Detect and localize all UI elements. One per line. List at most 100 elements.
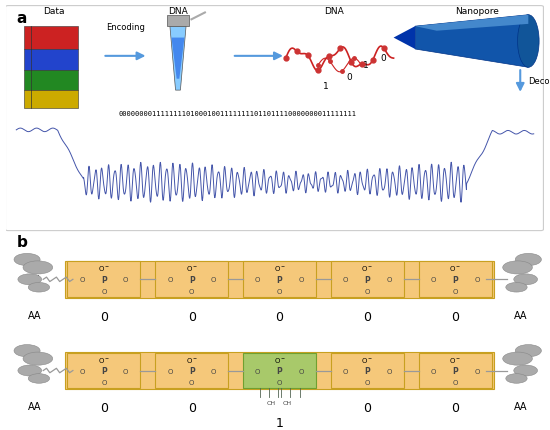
Text: AA: AA <box>514 310 527 320</box>
FancyBboxPatch shape <box>6 6 543 231</box>
Text: Nanopore: Nanopore <box>455 6 499 15</box>
Ellipse shape <box>23 261 53 274</box>
Text: O$^-$: O$^-$ <box>186 355 198 364</box>
FancyBboxPatch shape <box>24 50 78 71</box>
FancyBboxPatch shape <box>167 15 189 27</box>
Text: O$^-$: O$^-$ <box>361 264 373 273</box>
Text: O: O <box>431 368 436 374</box>
Ellipse shape <box>506 374 527 384</box>
Text: O: O <box>79 368 85 374</box>
Ellipse shape <box>18 365 42 376</box>
Text: O: O <box>387 276 392 283</box>
Ellipse shape <box>14 345 40 357</box>
Text: 0: 0 <box>276 310 284 323</box>
Text: P: P <box>101 275 107 284</box>
Text: O: O <box>343 368 348 374</box>
Text: P: P <box>453 366 458 375</box>
Ellipse shape <box>23 352 53 366</box>
Text: P: P <box>189 275 195 284</box>
Ellipse shape <box>515 254 541 266</box>
Text: O: O <box>79 276 85 283</box>
Text: O: O <box>365 379 370 385</box>
Text: AA: AA <box>29 310 42 320</box>
Text: O: O <box>453 288 458 294</box>
Text: O: O <box>189 379 194 385</box>
Text: 0: 0 <box>188 310 196 323</box>
Ellipse shape <box>28 374 50 384</box>
Polygon shape <box>394 27 415 50</box>
Text: O$^-$: O$^-$ <box>273 264 285 273</box>
Ellipse shape <box>514 365 537 376</box>
Text: O$^-$: O$^-$ <box>361 355 373 364</box>
Text: O: O <box>189 288 194 294</box>
Text: O: O <box>475 368 480 374</box>
FancyBboxPatch shape <box>24 71 78 91</box>
Text: P: P <box>277 275 283 284</box>
Ellipse shape <box>514 274 537 285</box>
Text: 1: 1 <box>276 416 283 429</box>
Text: CH: CH <box>267 400 276 405</box>
Text: O$^-$: O$^-$ <box>449 355 461 364</box>
Text: 0: 0 <box>188 401 196 414</box>
Text: 0: 0 <box>380 54 386 63</box>
Ellipse shape <box>18 274 42 285</box>
FancyBboxPatch shape <box>24 27 78 50</box>
Text: O: O <box>299 368 304 374</box>
Text: 0: 0 <box>364 401 371 414</box>
Text: O$^-$: O$^-$ <box>273 355 285 364</box>
FancyBboxPatch shape <box>68 262 140 298</box>
Polygon shape <box>172 39 184 80</box>
FancyBboxPatch shape <box>419 262 492 298</box>
Text: O: O <box>255 276 261 283</box>
Text: O: O <box>211 368 216 374</box>
Ellipse shape <box>506 283 527 292</box>
Text: 0: 0 <box>100 310 108 323</box>
Text: O: O <box>453 379 458 385</box>
Text: O: O <box>123 368 128 374</box>
Ellipse shape <box>518 15 539 68</box>
Text: 0: 0 <box>452 401 459 414</box>
Text: O$^-$: O$^-$ <box>98 264 110 273</box>
Text: b: b <box>16 234 27 249</box>
Text: 3': 3' <box>31 275 40 285</box>
Ellipse shape <box>28 283 50 292</box>
FancyBboxPatch shape <box>65 353 494 389</box>
FancyBboxPatch shape <box>331 353 404 388</box>
Text: CH: CH <box>283 400 292 405</box>
Text: O: O <box>431 276 436 283</box>
Text: O: O <box>167 368 173 374</box>
Text: O$^-$: O$^-$ <box>186 264 198 273</box>
Text: O: O <box>277 379 282 385</box>
Ellipse shape <box>503 261 532 274</box>
Polygon shape <box>415 16 529 68</box>
FancyBboxPatch shape <box>155 353 228 388</box>
Text: AA: AA <box>514 401 527 412</box>
Text: Data: Data <box>43 6 65 15</box>
FancyBboxPatch shape <box>155 262 228 298</box>
Text: O: O <box>101 288 107 294</box>
Text: P: P <box>277 366 283 375</box>
FancyBboxPatch shape <box>243 353 316 388</box>
Text: 0: 0 <box>346 73 352 82</box>
Text: P: P <box>101 366 107 375</box>
Text: O: O <box>123 276 128 283</box>
Text: O: O <box>365 288 370 294</box>
Text: Decoding: Decoding <box>529 77 550 86</box>
Text: O$^-$: O$^-$ <box>98 355 110 364</box>
FancyBboxPatch shape <box>68 353 140 388</box>
FancyBboxPatch shape <box>24 91 78 109</box>
Text: O: O <box>101 379 107 385</box>
Text: 1: 1 <box>323 82 329 91</box>
Ellipse shape <box>14 254 40 266</box>
Text: P: P <box>453 275 458 284</box>
Text: AA: AA <box>29 401 42 412</box>
Text: O: O <box>475 276 480 283</box>
Text: O: O <box>167 276 173 283</box>
Text: O: O <box>277 288 282 294</box>
Polygon shape <box>415 16 529 32</box>
Text: 5': 5' <box>516 275 525 285</box>
Text: O$^-$: O$^-$ <box>449 264 461 273</box>
Text: O: O <box>255 368 261 374</box>
Text: O: O <box>343 276 348 283</box>
Text: 00000000111111110100010011111111011011110000000011111111: 0000000011111111010001001111111101101111… <box>118 111 356 117</box>
